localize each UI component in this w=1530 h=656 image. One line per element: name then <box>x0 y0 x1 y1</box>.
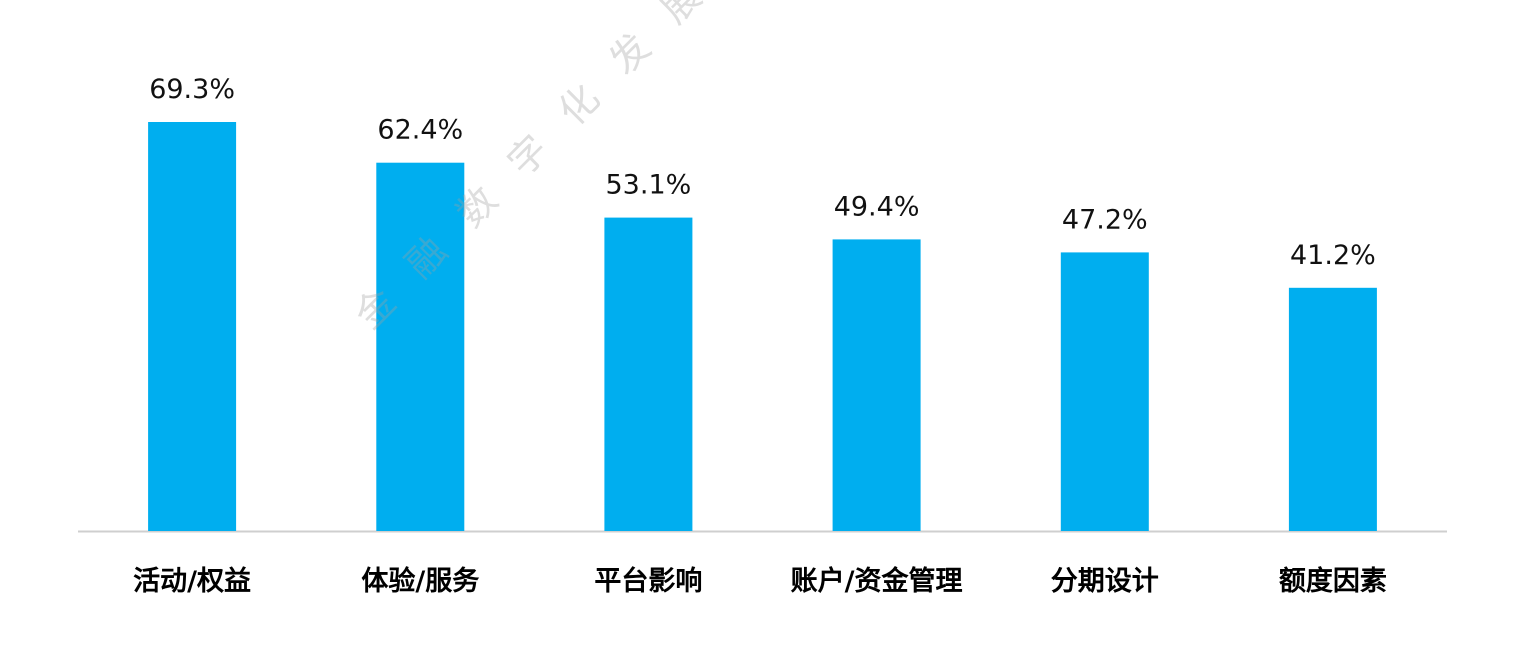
value-label-5: 47.2% <box>1062 204 1148 235</box>
bar-4 <box>832 239 921 531</box>
category-label-5: 分期设计 <box>1051 566 1159 597</box>
bar-2 <box>376 162 465 531</box>
category-label-6: 额度因素 <box>1279 565 1387 597</box>
bar-6 <box>1288 287 1377 531</box>
value-label-4: 49.4% <box>834 191 920 222</box>
value-label-2: 62.4% <box>377 115 463 146</box>
category-label-4: 账户/资金管理 <box>791 565 963 597</box>
bar-1 <box>148 122 237 531</box>
bar-5 <box>1060 252 1149 531</box>
category-label-2: 体验/服务 <box>361 565 479 597</box>
value-label-1: 69.3% <box>149 74 235 105</box>
value-label-3: 53.1% <box>606 170 692 201</box>
category-label-1: 活动/权益 <box>133 566 251 597</box>
category-label-3: 平台影响 <box>594 565 702 597</box>
value-label-6: 41.2% <box>1290 240 1376 271</box>
bar-3 <box>604 217 693 531</box>
